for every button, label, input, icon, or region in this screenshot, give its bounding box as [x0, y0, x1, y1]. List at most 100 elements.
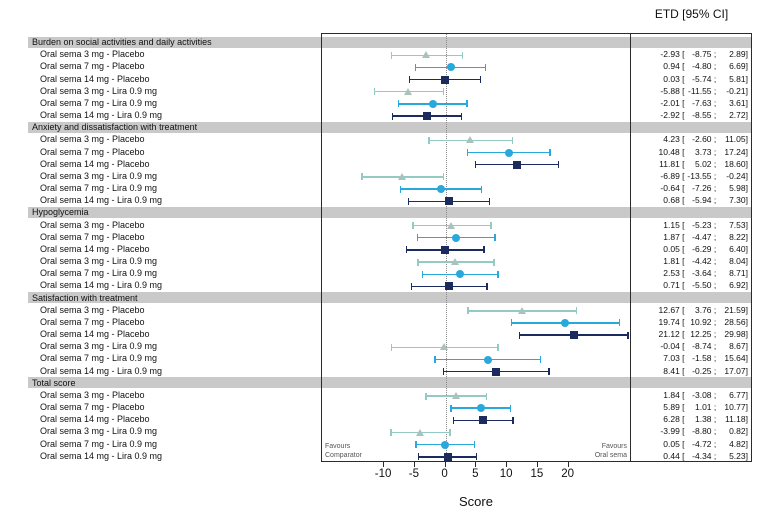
value-cell: -6.89 [-13.55 ; -0.24]: [634, 170, 748, 182]
value-cell: 0.71 [-5.50 ; 6.92]: [634, 279, 748, 291]
marker-square: [441, 75, 450, 84]
favours-oral-sema-label: Favours Oral sema: [595, 442, 627, 460]
ci-cap-upper: [539, 356, 542, 363]
ci-upper-value: 18.60: [724, 158, 746, 169]
ci-cap-upper: [488, 197, 491, 205]
marker-triangle: [422, 51, 431, 59]
estimate-value: 1.84: [663, 389, 680, 400]
x-axis-tick: [383, 462, 385, 467]
value-cell: 1.84 [-3.08 ; 6.77]: [634, 389, 748, 401]
ci-cap-lower: [390, 429, 392, 437]
marker-triangle: [447, 221, 456, 229]
x-axis-tick: [567, 462, 569, 467]
row-label: Oral sema 3 mg - Placebo: [40, 389, 145, 400]
row-label: Oral sema 14 mg - Lira 0.9 mg: [40, 365, 163, 376]
ci-upper-value: 5.81: [729, 73, 746, 84]
row-label: Oral sema 14 mg - Lira 0.9 mg: [40, 280, 163, 291]
ci-cap-lower: [442, 368, 444, 376]
group-header-label: Anxiety and dissatisfaction with treatme…: [32, 122, 198, 133]
ci-lower-value: -4.47: [692, 231, 712, 242]
ci-cap-lower: [467, 307, 469, 315]
marker-square: [444, 197, 453, 206]
ci-cap-lower: [373, 88, 375, 96]
value-cell: 0.44 [-4.34 ; 5.23]: [634, 450, 748, 462]
ci-cap-lower: [466, 149, 469, 157]
marker-square: [479, 416, 488, 425]
row-label: Oral sema 3 mg - Lira 0.9 mg: [40, 341, 158, 352]
row-label: Oral sema 7 mg - Placebo: [40, 61, 145, 72]
ci-cap-upper: [485, 392, 487, 400]
x-axis-tick-label: 0: [441, 468, 448, 480]
estimate-value: 19.74: [658, 316, 680, 327]
estimate-value: -2.01: [660, 97, 680, 108]
ci-cap-upper: [449, 429, 451, 437]
estimate-value: 10.48: [658, 146, 680, 157]
ci-lower-value: 3.73: [694, 146, 712, 157]
ci-lower-value: -8.55: [692, 110, 712, 121]
ci-cap-upper: [461, 51, 464, 59]
ci-lower-value: -5.50: [692, 280, 712, 291]
ci-cap-upper: [549, 149, 551, 157]
ci-upper-value: 8.71: [729, 268, 746, 279]
marker-square: [441, 245, 450, 254]
value-cell: 0.05 [-6.29 ; 6.40]: [634, 243, 748, 255]
ci-cap-lower: [518, 331, 521, 339]
ci-cap-upper: [497, 270, 499, 278]
marker-triangle: [404, 87, 413, 95]
ci-lower-value: -4.80: [692, 61, 712, 72]
ci-cap-lower: [416, 234, 419, 242]
marker-square: [513, 160, 521, 169]
ci-cap-lower: [452, 416, 454, 424]
ci-lower-value: -3.64: [692, 268, 712, 279]
marker-circle: [456, 270, 465, 279]
ci-cap-lower: [361, 173, 363, 181]
ci-lower-value: -6.29: [692, 243, 712, 254]
marker-circle: [476, 404, 485, 413]
ci-cap-lower: [510, 319, 513, 327]
ci-lower-value: -8.80: [692, 426, 712, 437]
marker-square: [422, 112, 431, 121]
value-cell: 21.12 [12.25 ; 29.98]: [634, 328, 748, 340]
value-cell: 1.15 [-5.23 ; 7.53]: [634, 219, 748, 231]
ci-lower-value: 1.01: [694, 402, 712, 413]
ci-upper-value: 2.72: [729, 110, 746, 121]
row-label: Oral sema 3 mg - Placebo: [40, 219, 145, 230]
ci-upper-value: 15.64: [724, 353, 746, 364]
group-header-label: Satisfaction with treatment: [32, 292, 138, 303]
row-label: Oral sema 14 mg - Lira 0.9 mg: [40, 195, 163, 206]
value-cell: 1.87 [-4.47 ; 8.22]: [634, 231, 748, 243]
ci-lower-value: -5.94: [692, 195, 712, 206]
group-band: [28, 36, 752, 48]
estimate-value: -0.04: [660, 341, 680, 352]
ci-lower-value: -1.58: [692, 353, 712, 364]
ci-upper-value: 10.77: [724, 402, 746, 413]
value-cell: 12.67 [3.76 ; 21.59]: [634, 304, 748, 316]
ci-upper-value: 17.07: [724, 365, 746, 376]
ci-cap-upper: [576, 307, 578, 315]
favours-comparator-label: Favours Comparator: [325, 442, 362, 460]
ci-upper-value: 4.82: [729, 438, 746, 449]
x-axis-tick-label: 10: [499, 468, 513, 480]
ci-cap-lower: [417, 258, 419, 266]
row-label: Oral sema 7 mg - Placebo: [40, 316, 145, 327]
value-cell: 6.28 [1.38 ; 11.18]: [634, 413, 748, 425]
row-label: Oral sema 3 mg - Lira 0.9 mg: [40, 85, 158, 96]
ci-upper-value: 17.24: [724, 146, 746, 157]
row-label: Oral sema 14 mg - Placebo: [40, 329, 150, 340]
ci-upper-value: 5.98: [729, 183, 746, 194]
ci-lower-value: -4.42: [692, 256, 712, 267]
estimate-value: 0.05: [663, 438, 680, 449]
marker-triangle: [466, 136, 475, 144]
ci-cap-lower: [409, 76, 411, 84]
ci-upper-value: 7.30: [729, 195, 746, 206]
estimate-value: 0.44: [663, 450, 680, 461]
ci-lower-value: -7.26: [692, 183, 712, 194]
estimate-value: 0.03: [663, 73, 680, 84]
ci-upper-value: 6.40: [729, 243, 746, 254]
x-axis-tick: [444, 462, 446, 467]
value-cell: 8.41 [-0.25 ; 17.07]: [634, 365, 748, 377]
ci-cap-lower: [428, 136, 430, 144]
row-label: Oral sema 7 mg - Placebo: [40, 402, 145, 413]
x-axis-tick-label: 5: [472, 468, 479, 480]
row-label: Oral sema 14 mg - Placebo: [40, 158, 150, 169]
